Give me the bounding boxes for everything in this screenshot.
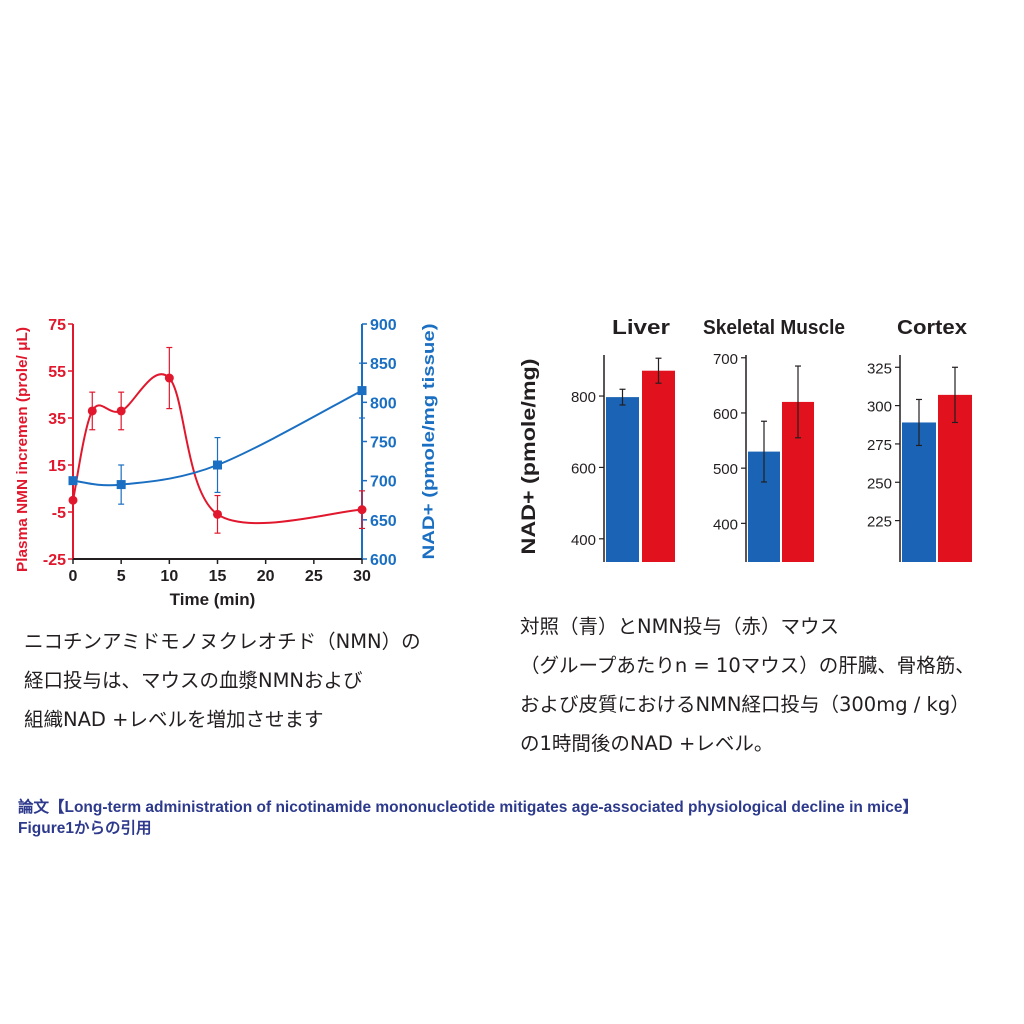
plasma-nmn-point <box>357 505 367 515</box>
caption-left-line: 組織NAD +レベルを増加させます <box>24 708 324 731</box>
cortex-y-tick-label: 225 <box>867 514 892 531</box>
x-tick-label: 20 <box>257 568 275 585</box>
right-y-tick-label: 650 <box>370 513 397 530</box>
citation-line: 論文【Long-term administration of nicotinam… <box>18 799 919 816</box>
cortex-panel-title: Cortex <box>897 317 967 339</box>
skeletal-muscle-y-tick-label: 400 <box>713 516 738 533</box>
skeletal-muscle-y-tick-label: 700 <box>713 351 738 368</box>
right-y-tick-label: 800 <box>370 395 397 412</box>
liver-nmn-bar <box>642 370 675 562</box>
skeletal-muscle-y-tick-label: 600 <box>713 406 738 423</box>
plasma-nmn-point <box>68 495 78 505</box>
caption-right: 対照（青）とNMN投与（赤）マウス （グループあたりn = 10マウス）の肝臓、… <box>520 607 975 763</box>
cortex-y-tick-label: 300 <box>867 399 892 416</box>
bar-y-axis-title: NAD+ (pmole/mg) <box>519 359 540 555</box>
nad-point <box>213 460 222 470</box>
skeletal-muscle-y-tick-label: 500 <box>713 461 738 478</box>
left-y-tick-label: 75 <box>48 317 66 334</box>
left-y-tick-label: 35 <box>48 411 66 428</box>
x-axis-title: Time (min) <box>170 590 256 609</box>
caption-right-line: および皮質におけるNMN経口投与（300mg / kg） <box>520 693 970 716</box>
plasma-nmn-point <box>213 509 222 519</box>
x-tick-label: 25 <box>305 568 323 585</box>
x-tick-label: 0 <box>69 568 78 585</box>
left-y-tick-label: 55 <box>48 364 66 381</box>
cortex-y-tick-label: 275 <box>867 437 892 454</box>
skeletal-muscle-panel-title: Skeletal Muscle <box>703 317 845 339</box>
caption-left-line: ニコチンアミドモノヌクレオチド（NMN）の <box>24 630 421 653</box>
plasma-nmn-point <box>116 406 126 416</box>
liver-y-tick-label: 600 <box>571 460 596 477</box>
liver-control-bar <box>606 397 639 562</box>
nmn-nad-time-course-chart: 75 55 35 15 -5 -25 900 850 800 750 700 650 600 0 5 10 15… <box>15 317 438 609</box>
right-y-tick-label: 850 <box>370 356 397 373</box>
x-tick-label: 30 <box>353 568 371 585</box>
nad-point <box>357 386 367 396</box>
left-y-tick-label: 15 <box>48 458 66 475</box>
left-y-tick-label: -25 <box>43 552 66 569</box>
caption-right-line: 対照（青）とNMN投与（赤）マウス <box>520 615 839 638</box>
liver-panel-title: Liver <box>612 317 670 339</box>
right-y-axis-title: NAD+ (pmole/mg tissue) <box>419 324 438 560</box>
right-y-tick-label: 700 <box>370 474 397 491</box>
cortex-y-tick-label: 250 <box>867 475 892 492</box>
liver-y-tick-label: 400 <box>571 532 596 549</box>
cortex-y-tick-label: 325 <box>867 360 892 377</box>
nad-point <box>116 480 126 490</box>
right-y-tick-label: 750 <box>370 435 397 452</box>
nad-point <box>68 476 78 486</box>
x-tick-label: 10 <box>160 568 178 585</box>
caption-left-line: 経口投与は、マウスの血漿NMNおよび <box>24 669 363 692</box>
liver-y-tick-label: 800 <box>571 389 596 406</box>
citation-line: Figure1からの引用 <box>18 820 152 837</box>
plasma-nmn-point <box>87 406 97 416</box>
caption-right-line: （グループあたりn = 10マウス）の肝臓、骨格筋、 <box>520 654 975 677</box>
right-y-tick-label: 900 <box>370 317 397 334</box>
right-y-tick-label: 600 <box>370 552 397 569</box>
left-y-axis-title: Plasma NMN incremen (prole/ μL) <box>15 327 31 572</box>
nad-series-line <box>72 389 363 487</box>
nad-tissue-bar-charts: NAD+ (pmole/mg) Liver 400 600 800 Skeletal Mu… <box>519 317 972 562</box>
left-y-tick-label: -5 <box>52 505 66 522</box>
x-tick-label: 5 <box>117 568 126 585</box>
caption-left: ニコチンアミドモノヌクレオチド（NMN）の 経口投与は、マウスの血漿NMNおよび… <box>24 622 421 739</box>
plasma-nmn-point <box>164 373 174 383</box>
caption-right-line: の1時間後のNAD +レベル。 <box>520 732 774 755</box>
citation: 論文【Long-term administration of nicotinam… <box>18 797 918 839</box>
x-tick-label: 15 <box>209 568 227 585</box>
